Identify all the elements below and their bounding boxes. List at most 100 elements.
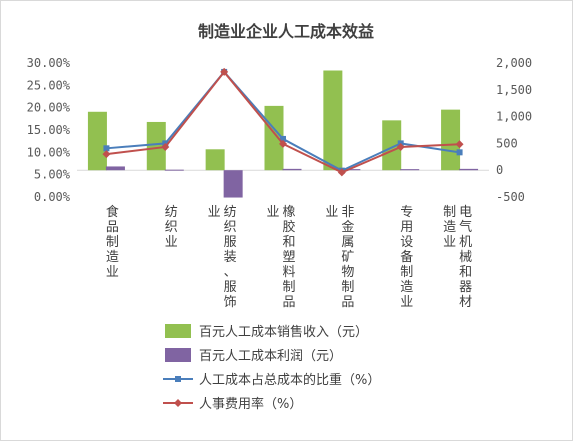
legend-item: 人事费用率（%）	[163, 396, 302, 412]
category-label-char: 服	[224, 235, 237, 250]
category-label-char: 材	[459, 295, 472, 310]
legend-label: 百元人工成本销售收入（元）	[199, 324, 368, 340]
category-label-char: 制	[282, 280, 295, 295]
right-axis-tick-label: 500	[496, 136, 518, 150]
line-point-square	[280, 135, 286, 142]
right-axis-tick-label: 1,500	[496, 83, 532, 97]
right-axis: -500 0 500 1,000 1,500 2,000	[77, 56, 532, 204]
bar-sales	[146, 121, 166, 171]
legend-item: 人工成本占总成本的比重（%）	[163, 372, 380, 388]
category-label-char: 胶	[282, 219, 295, 235]
category-label-char: 纺	[224, 205, 237, 220]
legend-swatch	[165, 348, 191, 362]
left-axis-tick-label: 10.00%	[27, 145, 71, 159]
category-label-char: 饰	[224, 295, 237, 310]
category-label-char: 织	[165, 220, 178, 235]
category-label-char: 橡	[282, 205, 295, 220]
category-label-char: 塑	[282, 250, 295, 265]
line-point-diamond	[279, 139, 287, 148]
right-axis-tick-label: 1,000	[496, 110, 532, 124]
category-label-char: 业	[400, 295, 413, 310]
line-point-diamond	[396, 142, 405, 151]
category-label-char: 矿	[341, 250, 354, 265]
left-axis: 0.00% 5.00% 10.00% 15.00% 20.00% 25.00% 30.00%	[27, 56, 71, 204]
category-label-char: 设	[400, 235, 413, 250]
category-label-char: 装	[224, 250, 237, 265]
left-axis-tick-label: 15.00%	[27, 123, 71, 137]
bar-profit	[105, 166, 125, 171]
category-label-char: 金	[341, 219, 354, 235]
category-label-char: 制	[106, 235, 119, 250]
legend-marker	[174, 399, 182, 407]
bar-sales	[441, 109, 461, 171]
bar-profit	[400, 169, 420, 171]
bar-profit	[164, 169, 184, 171]
category-label-char: 业	[165, 235, 178, 250]
category-label-char: 服	[224, 280, 237, 295]
bar-series-group	[87, 70, 479, 198]
line-point-diamond	[337, 168, 346, 177]
legend-label: 人事费用率（%）	[199, 396, 302, 412]
category-label-char: 非	[341, 205, 354, 220]
category-label-char: 电	[459, 205, 472, 220]
category-label-char: 料	[282, 265, 295, 280]
bar-sales	[87, 111, 107, 171]
bar-sales	[205, 149, 225, 171]
legend-marker	[175, 376, 181, 382]
chart-title: 制造业企业人工成本效益	[198, 22, 374, 41]
category-label-char: 业	[208, 205, 221, 220]
right-axis-tick-label: -500	[496, 190, 525, 204]
category-label-char: 器	[459, 280, 472, 295]
category-label-char: 造	[443, 220, 456, 235]
category-label-char: 备	[400, 249, 413, 265]
legend-label: 百元人工成本利润（元）	[199, 349, 342, 364]
category-label-char: 属	[341, 235, 354, 250]
category-label-char: 气	[459, 219, 472, 235]
category-label-char: 和	[459, 265, 472, 280]
left-axis-tick-label: 0.00%	[34, 190, 71, 204]
category-label-char: 织	[224, 220, 237, 235]
category-label-char: 品	[106, 220, 119, 235]
right-axis-tick-label: 0	[496, 163, 503, 177]
legend-item: 百元人工成本销售收入（元）	[165, 324, 368, 340]
left-axis-tick-label: 20.00%	[27, 101, 71, 115]
category-label-char: 专	[400, 205, 413, 220]
line-point-square	[103, 145, 110, 152]
category-label-char: 物	[341, 265, 354, 280]
line-point-diamond	[220, 67, 229, 76]
category-label-char: 和	[282, 235, 295, 250]
category-label-char: 用	[400, 220, 413, 235]
legend-item: 百元人工成本利润（元）	[165, 348, 342, 364]
line-point-diamond	[455, 140, 464, 149]
legend: 百元人工成本销售收入（元） 百元人工成本利润（元） 人工成本占总成本的比重（%） 人事…	[163, 324, 380, 412]
category-label-char: 业	[106, 265, 119, 280]
category-label-char: 品	[282, 295, 295, 310]
bar-sales	[382, 120, 402, 171]
category-label-char: 业	[325, 205, 338, 220]
category-label-char: 食	[106, 204, 119, 220]
category-label-char: 制	[400, 265, 413, 280]
category-label-char: 机	[459, 235, 472, 250]
legend-label: 人工成本占总成本的比重（%）	[199, 372, 380, 388]
bar-sales	[323, 70, 343, 171]
category-label-char: 械	[459, 250, 472, 265]
category-label: 纺织业	[165, 205, 178, 250]
left-axis-tick-label: 25.00%	[27, 78, 71, 92]
bar-profit	[282, 168, 302, 171]
bar-profit	[459, 168, 479, 171]
line-point-diamond	[161, 142, 170, 151]
right-axis-tick-label: 2,000	[496, 56, 532, 70]
legend-swatch	[165, 324, 191, 338]
category-label-char: 、	[224, 265, 237, 280]
line-series-group	[102, 67, 464, 177]
category-label-char: 品	[341, 295, 354, 310]
left-axis-tick-label: 30.00%	[27, 56, 71, 70]
category-label-char: 造	[400, 280, 413, 295]
